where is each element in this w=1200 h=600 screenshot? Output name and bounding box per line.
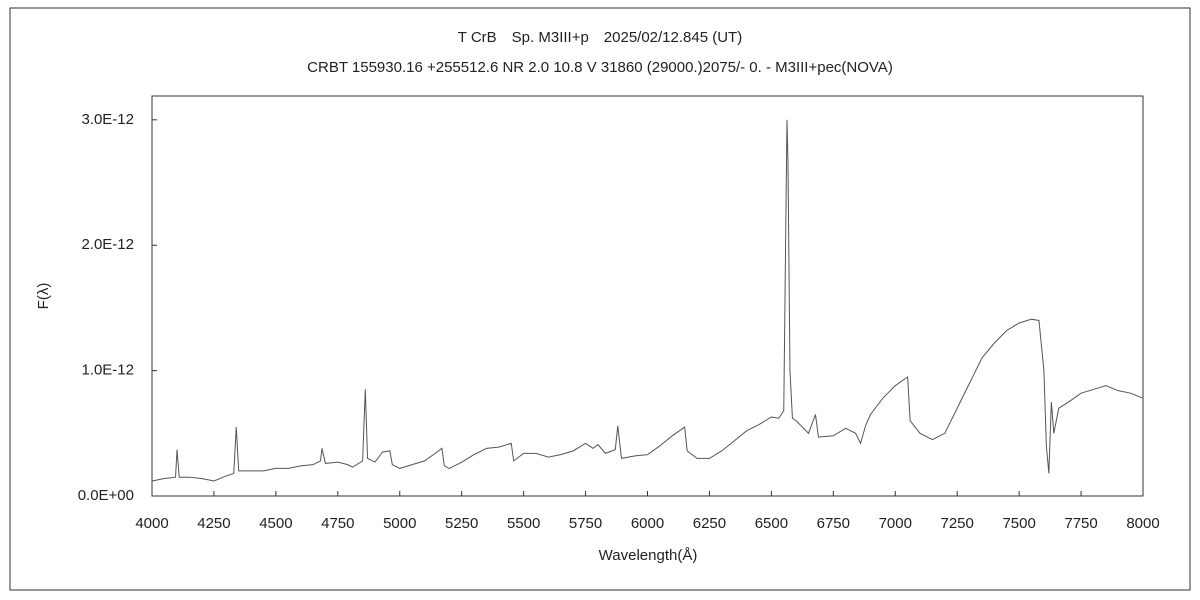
x-tick-label: 4000	[135, 515, 168, 532]
spectrum-line	[151, 119, 1144, 482]
chart-subtitle: CRBT 155930.16 +255512.6 NR 2.0 10.8 V 3…	[307, 59, 893, 76]
y-tick-label: 2.0E-12	[81, 236, 134, 253]
x-tick-label: 6250	[693, 515, 726, 532]
x-tick-label: 4250	[197, 515, 230, 532]
x-tick-label: 7000	[879, 515, 912, 532]
y-tick-label: 0.0E+00	[78, 487, 134, 504]
y-axis-label: F(λ)	[35, 283, 52, 310]
x-tick-label: 4500	[259, 515, 292, 532]
x-tick-label: 6500	[755, 515, 788, 532]
x-axis-label: Wavelength(Å)	[599, 547, 698, 564]
x-tick-label: 7250	[941, 515, 974, 532]
frame	[9, 7, 1191, 591]
x-tick-label: 6750	[817, 515, 850, 532]
x-tick-label: 5250	[445, 515, 478, 532]
chart-title: T CrB Sp. M3III+p 2025/02/12.845 (UT)	[458, 29, 742, 46]
x-tick-label: 7750	[1064, 515, 1097, 532]
x-tick-label: 8000	[1126, 515, 1159, 532]
y-tick-label: 1.0E-12	[81, 362, 134, 379]
x-tick-label: 4750	[321, 515, 354, 532]
x-tick-label: 5500	[507, 515, 540, 532]
x-tick-label: 5750	[569, 515, 602, 532]
x-tick-label: 5000	[383, 515, 416, 532]
x-tick-label: 7500	[1002, 515, 1035, 532]
x-tick-label: 6000	[631, 515, 664, 532]
y-tick-label: 3.0E-12	[81, 111, 134, 128]
